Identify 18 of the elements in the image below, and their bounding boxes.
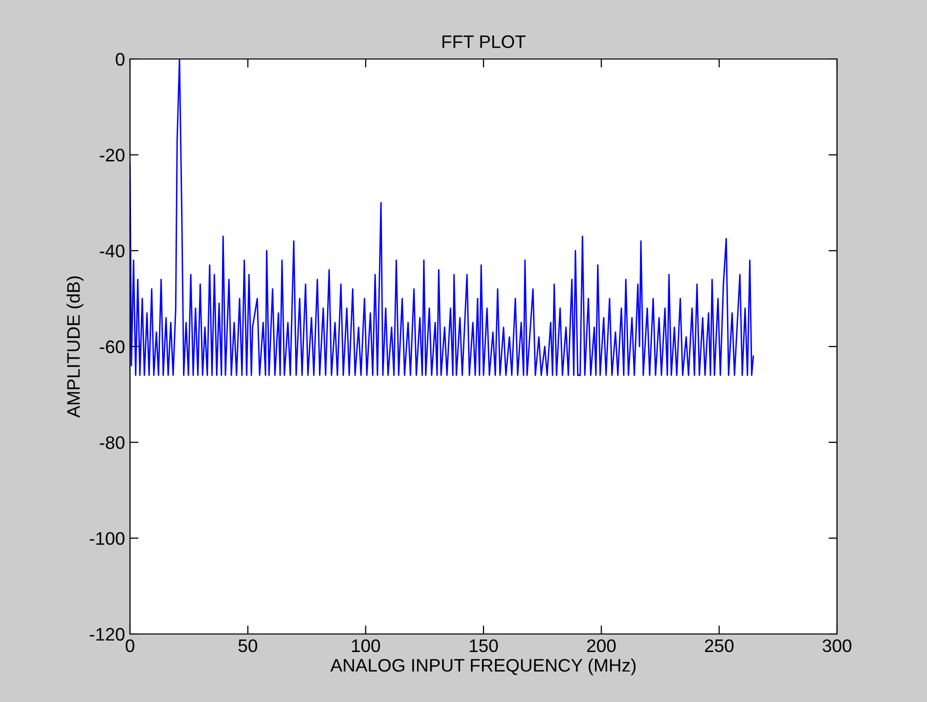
x-tick-label: 250 [705,639,734,652]
x-tick-label: 200 [587,639,616,652]
chart-title: FFT PLOT [442,35,526,48]
y-tick-label: 0 [116,52,124,66]
y-tick-label: -40 [100,244,124,258]
x-tick-label: 300 [822,639,852,652]
line-series [130,59,754,376]
x-tick-label: 50 [238,639,258,652]
x-tick-label: 100 [352,639,380,652]
y-axis-title: AMPLITUDE (dB) [66,276,84,418]
x-tick-label: 0 [126,639,134,652]
y-tick-label: -100 [90,532,124,545]
y-tick-label: -120 [90,628,124,641]
y-tick-label: -80 [100,436,124,450]
y-tick-label: -20 [100,148,124,162]
x-tick-label: 150 [470,639,498,652]
x-axis-title: ANALOG INPUT FREQUENCY (MHz) [330,658,636,676]
y-tick-label: -60 [100,340,124,354]
